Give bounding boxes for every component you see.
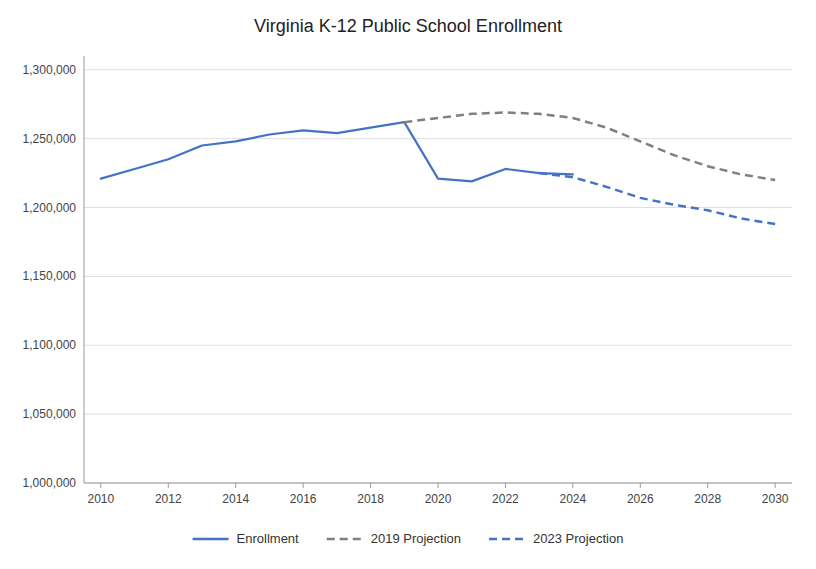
x-tick-label: 2018 bbox=[357, 492, 384, 506]
title: Virginia K-12 Public School Enrollment bbox=[254, 16, 562, 36]
background bbox=[0, 0, 816, 569]
x-tick bbox=[168, 483, 169, 488]
x-tick bbox=[100, 483, 101, 488]
x-tick-label: 2010 bbox=[88, 492, 115, 506]
x-tick bbox=[775, 483, 776, 488]
line bbox=[539, 173, 775, 224]
line bbox=[404, 112, 775, 180]
legend-label: 2023 Projection bbox=[533, 531, 623, 546]
x-tick bbox=[505, 483, 506, 488]
y-axis: 1,000,000 1,050,000 1,100,000 1,150,000 1,20… bbox=[23, 63, 792, 490]
x-tick bbox=[707, 483, 708, 488]
x-tick-label: 2024 bbox=[560, 492, 587, 506]
grid-line bbox=[84, 483, 792, 484]
x-tick-label: 2028 bbox=[694, 492, 721, 506]
grid-line bbox=[84, 138, 792, 139]
y-tick-label: 1,050,000 bbox=[23, 407, 77, 421]
grid-line bbox=[84, 69, 792, 70]
x-tick-label: 2022 bbox=[492, 492, 519, 506]
x-tick-label: 2020 bbox=[425, 492, 452, 506]
grid-line bbox=[84, 276, 792, 277]
y-tick-label: 1,000,000 bbox=[23, 476, 77, 490]
x-axis-line bbox=[84, 483, 792, 484]
x-tick-label: 2016 bbox=[290, 492, 317, 506]
x-tick-label: 2014 bbox=[222, 492, 249, 506]
plot-area bbox=[101, 112, 775, 224]
x-tick-label: 2026 bbox=[627, 492, 654, 506]
y-tick-label: 1,300,000 bbox=[23, 63, 77, 77]
y-tick-label: 1,200,000 bbox=[23, 201, 77, 215]
legend-swatch bbox=[327, 538, 363, 541]
x-tick-label: 2030 bbox=[762, 492, 789, 506]
grid-line bbox=[84, 345, 792, 346]
x-axis: 2010 2012 2014 2016 2018 2020 2022 2024 2026 2028… bbox=[88, 483, 789, 506]
x-tick-label: 2012 bbox=[155, 492, 182, 506]
line bbox=[101, 122, 573, 181]
y-axis-line bbox=[84, 56, 85, 483]
legend: Enrollment 2019 Projection 2023 Projection bbox=[193, 531, 624, 546]
x-tick bbox=[438, 483, 439, 488]
y-tick-label: 1,250,000 bbox=[23, 132, 77, 146]
legend-label: Enrollment bbox=[237, 531, 300, 546]
x-tick bbox=[370, 483, 371, 488]
y-tick-label: 1,150,000 bbox=[23, 269, 77, 283]
legend-label: 2019 Projection bbox=[371, 531, 461, 546]
x-tick bbox=[235, 483, 236, 488]
grid-line bbox=[84, 414, 792, 415]
chart: Virginia K-12 Public School Enrollment 1,… bbox=[0, 0, 816, 569]
x-tick bbox=[303, 483, 304, 488]
legend-swatch bbox=[193, 538, 229, 541]
x-tick bbox=[572, 483, 573, 488]
y-tick-label: 1,100,000 bbox=[23, 338, 77, 352]
x-tick bbox=[640, 483, 641, 488]
legend-swatch bbox=[489, 538, 525, 541]
